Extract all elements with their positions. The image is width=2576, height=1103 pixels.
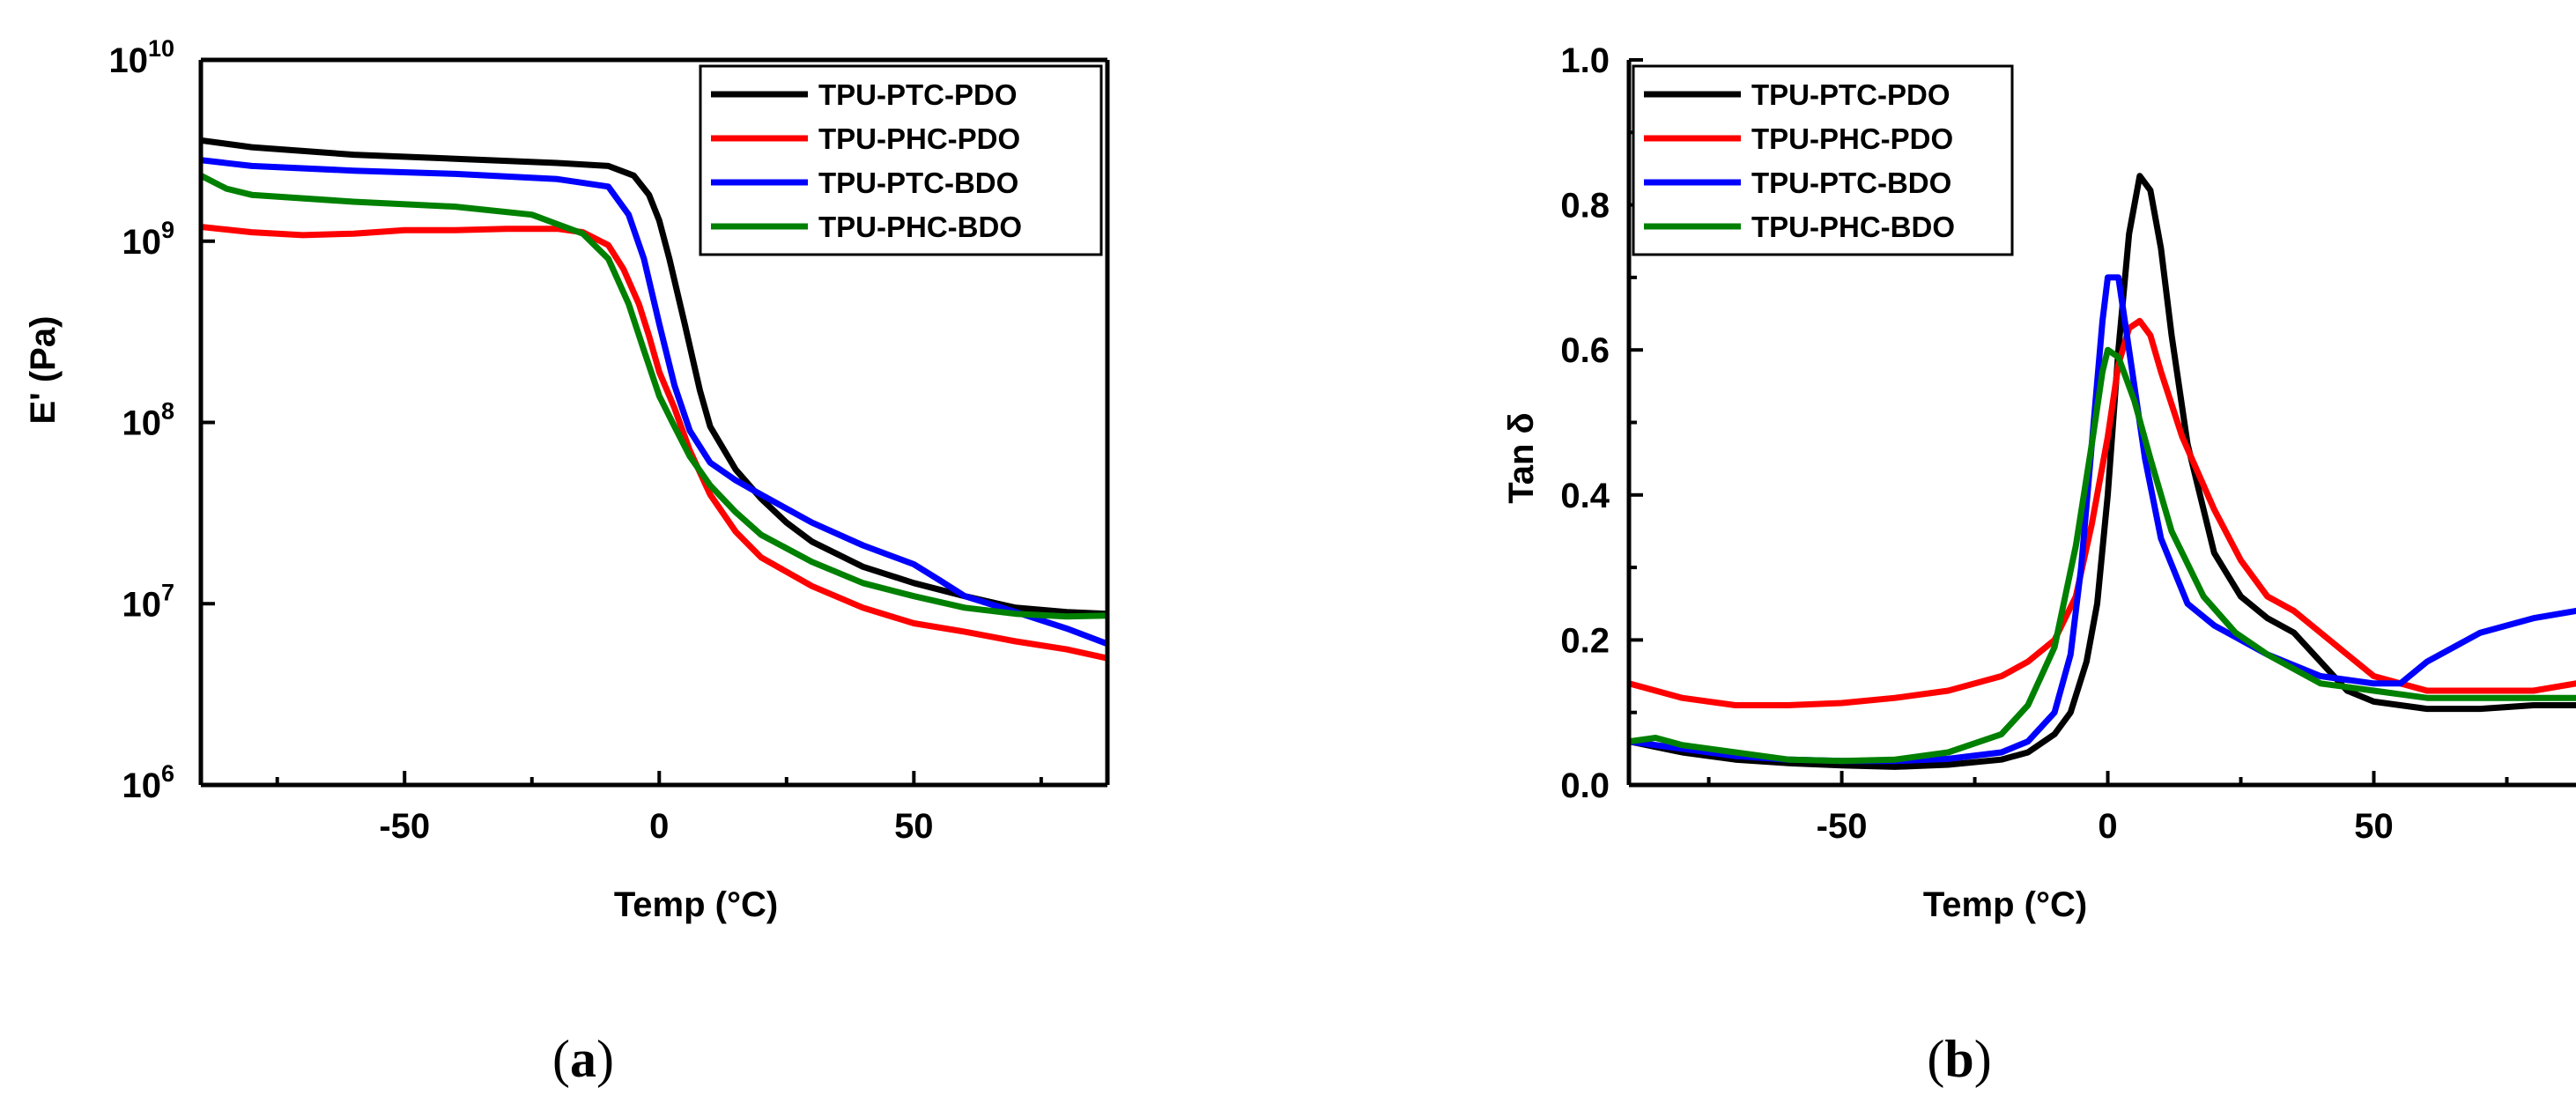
- plot-area-a: -50 0 50 106 107 108 109 1010 TPU-PTC-PDO TPU-PHC…: [108, 35, 1110, 846]
- legend: TPU-PTC-PDO TPU-PHC-PDO TPU-PTC-BDO TPU-PHC…: [699, 64, 1103, 256]
- series-line-tpu-phc-bdo: [201, 172, 1107, 620]
- series-line-tpu-ptc-bdo: [201, 157, 1107, 648]
- y-tick-label: 106: [122, 760, 174, 805]
- x-tick-label: 0: [649, 807, 669, 846]
- series-line-tpu-ptc-pdo: [201, 137, 1107, 618]
- series-line-tpu-phc-bdo: [1629, 346, 2576, 765]
- x-tick-label: -50: [379, 807, 430, 846]
- series-line-tpu-ptc-pdo: [1629, 173, 2576, 770]
- chart-panel-a: -50 0 50 106 107 108 109 1010 TPU-PTC-PDO TPU-PHC…: [24, 35, 1110, 1088]
- chart-a-svg: -50 0 50 106 107 108 109 1010 TPU-PTC-PDO TPU-PHC…: [24, 35, 1110, 1088]
- legend-label: TPU-PHC-BDO: [818, 211, 1022, 243]
- y-tick-label: 1.0: [1560, 41, 1610, 80]
- legend-box: [1632, 64, 2014, 256]
- legend-label: TPU-PHC-PDO: [1751, 122, 1953, 155]
- legend-label: TPU-PHC-BDO: [1751, 211, 1955, 243]
- legend-label: TPU-PTC-BDO: [1751, 167, 1951, 199]
- legend-label: TPU-PTC-PDO: [818, 78, 1018, 111]
- y-tick-label: 107: [122, 579, 174, 624]
- y-tick-label: 0.0: [1560, 766, 1610, 805]
- series-group: [201, 137, 1107, 662]
- legend-box: [699, 64, 1103, 256]
- y-tick-label: 0.6: [1560, 331, 1610, 370]
- y-tick-label: 0.2: [1560, 621, 1610, 660]
- series-group: [1629, 173, 2576, 770]
- caption-b: (b): [1927, 1030, 1991, 1088]
- y-tick-label: 0.8: [1560, 187, 1610, 226]
- legend-label: TPU-PHC-PDO: [818, 122, 1020, 155]
- y-axis-title-a: E' (Pa): [24, 316, 63, 425]
- y-axis-title-b: Tan δ: [1502, 412, 1541, 504]
- legend: TPU-PTC-PDO TPU-PHC-PDO TPU-PTC-BDO TPU-PHC…: [1632, 64, 2014, 256]
- legend-label: TPU-PTC-BDO: [818, 167, 1018, 199]
- y-tick-label: 109: [122, 217, 174, 262]
- series-line-tpu-phc-pdo: [1629, 317, 2576, 708]
- chart-panel-b: -50 0 50 0.0 0.2 0.4 0.6 0.8 1.0 TPU-PTC-PDO TPU-P…: [1288, 0, 2576, 1103]
- x-axis-title-b: Temp (°C): [1923, 885, 2087, 924]
- y-tick-label: 0.4: [1560, 477, 1610, 515]
- chart-b-svg: -50 0 500.00.20.40.60.81.0TPU-PTC-PDOTPU-P…: [1502, 41, 2576, 1088]
- y-tick-label: 1010: [108, 35, 174, 80]
- plot-area-b: -50 0 500.00.20.40.60.81.0TPU-PTC-PDOTPU-P…: [1560, 41, 2576, 846]
- legend-label: TPU-PTC-PDO: [1751, 78, 1951, 111]
- series-line-tpu-phc-pdo: [201, 224, 1107, 662]
- x-tick-label: 50: [894, 807, 934, 846]
- x-tick-label: 0: [2098, 807, 2117, 846]
- x-tick-label: 50: [2354, 807, 2394, 846]
- x-tick-label: -50: [1817, 807, 1868, 846]
- y-tick-label: 108: [122, 398, 174, 443]
- x-axis-title-a: Temp (°C): [614, 885, 778, 924]
- caption-a: (a): [552, 1030, 614, 1088]
